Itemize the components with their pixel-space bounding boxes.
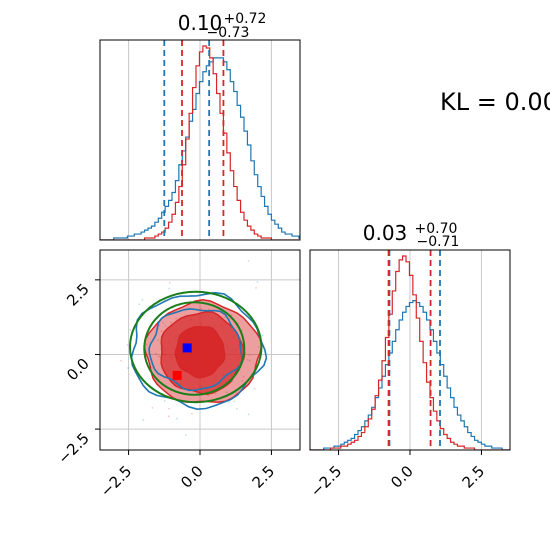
blue-sample-point <box>129 329 131 332</box>
red-sample-point <box>253 387 256 390</box>
top-title-minus: −0.73 <box>207 25 250 41</box>
blue-sample-point <box>246 359 249 361</box>
red-sample-point <box>145 343 148 346</box>
joint-markers <box>172 343 192 380</box>
red-histogram <box>310 255 510 450</box>
top-title-plus: +0.72 <box>224 11 267 27</box>
red-sample-point <box>230 314 233 316</box>
top-panel-title: 0.10 <box>178 11 223 35</box>
x-tick-label: 0.0 <box>177 462 207 492</box>
blue-sample-point <box>257 346 260 349</box>
blue-sample-point <box>185 434 187 436</box>
top-title-value: 0.10 <box>178 11 223 35</box>
bottom-right-title-plus: +0.70 <box>415 221 458 237</box>
y-tick-label: 0.0 <box>63 355 93 385</box>
blue-sample-point <box>236 408 238 410</box>
top-grid <box>128 40 272 240</box>
red-sample-point <box>167 415 170 418</box>
x-tick-label: 0.0 <box>387 462 417 492</box>
y-tick-label: 2.5 <box>63 280 93 310</box>
blue-sample-point <box>223 316 226 319</box>
blue-point-marker <box>182 343 192 353</box>
joint-contours <box>129 290 268 411</box>
blue-histogram <box>100 57 300 240</box>
y-tick-label: −2.5 <box>54 429 92 467</box>
green-reference-ellipse <box>129 290 263 404</box>
blue-density-contour <box>130 291 268 411</box>
blue-sample-point <box>162 322 165 324</box>
blue-sample-point <box>142 418 145 421</box>
top-histograms <box>100 45 300 240</box>
blue-sample-point <box>126 344 129 346</box>
x-tick-label: 2.5 <box>459 462 489 492</box>
red-sample-point <box>170 321 173 324</box>
blue-sample-point <box>225 391 228 394</box>
joint-x-ticks: −2.5 0.0 2.5 <box>97 450 278 501</box>
red-sample-point <box>242 375 245 378</box>
blue-sample-point <box>141 298 144 301</box>
red-sample-point <box>155 352 158 355</box>
red-density-contour <box>174 325 226 379</box>
red-sample-point <box>151 407 154 409</box>
blue-sample-point <box>256 281 259 283</box>
red-sample-point <box>175 317 178 320</box>
blue-sample-point <box>261 334 264 337</box>
blue-sample-point <box>214 392 217 395</box>
red-sample-point <box>120 359 122 362</box>
bottom-right-x-ticks: −2.5 0.0 2.5 <box>307 450 488 501</box>
green-reference-ellipse <box>143 301 246 396</box>
blue-sample-point <box>127 367 129 369</box>
blue-sample-point <box>233 400 235 403</box>
blue-sample-point <box>157 339 160 342</box>
red-sample-point <box>248 354 251 357</box>
joint-y-ticks: 2.5 0.0 −2.5 <box>54 279 100 468</box>
blue-sample-point <box>241 379 244 382</box>
red-histogram <box>100 45 300 240</box>
bottom-right-grid <box>338 250 482 450</box>
kl-annotation: KL = 0.00 <box>440 88 550 116</box>
top-marginal-panel: 0.10 +0.72 −0.73 <box>99 11 301 241</box>
blue-sample-point <box>163 400 166 402</box>
blue-sample-point <box>138 303 140 306</box>
top-panel-frame <box>99 39 301 241</box>
blue-sample-point <box>164 325 167 327</box>
blue-sample-point <box>168 287 171 290</box>
bottom-right-title-value: 0.03 <box>363 221 408 245</box>
blue-histogram <box>310 300 510 450</box>
bottom-right-marginal-panel: 0.03 +0.70 −0.71 −2.5 0.0 2.5 <box>307 221 511 501</box>
red-sample-point <box>200 308 203 311</box>
red-sample-point <box>207 308 210 311</box>
blue-sample-point <box>247 260 250 262</box>
red-sample-point <box>191 412 193 415</box>
red-sample-point <box>255 286 257 289</box>
bottom-right-histograms <box>310 255 510 450</box>
bottom-right-quantile-lines <box>387 250 441 450</box>
x-tick-label: 2.5 <box>249 462 279 492</box>
red-sample-point <box>168 407 170 410</box>
red-sample-point <box>235 391 238 394</box>
blue-density-contour <box>148 308 244 392</box>
blue-sample-point <box>157 355 160 358</box>
top-quantile-lines <box>163 40 225 240</box>
blue-sample-point <box>247 413 250 416</box>
red-sample-point <box>168 281 171 284</box>
blue-sample-point <box>150 366 153 369</box>
blue-sample-point <box>158 324 161 327</box>
red-sample-point <box>207 394 210 397</box>
x-tick-label: −2.5 <box>97 462 135 500</box>
red-sample-point <box>62 311 64 313</box>
bottom-right-title-minus: −0.71 <box>417 234 460 250</box>
joint-2d-panel: −2.5 0.0 2.5 2.5 0.0 −2.5 <box>54 249 301 501</box>
blue-sample-point <box>176 417 178 420</box>
blue-sample-point <box>248 359 251 362</box>
red-sample-point <box>160 330 163 333</box>
red-point-marker <box>172 370 182 380</box>
x-tick-label: −2.5 <box>307 462 345 500</box>
